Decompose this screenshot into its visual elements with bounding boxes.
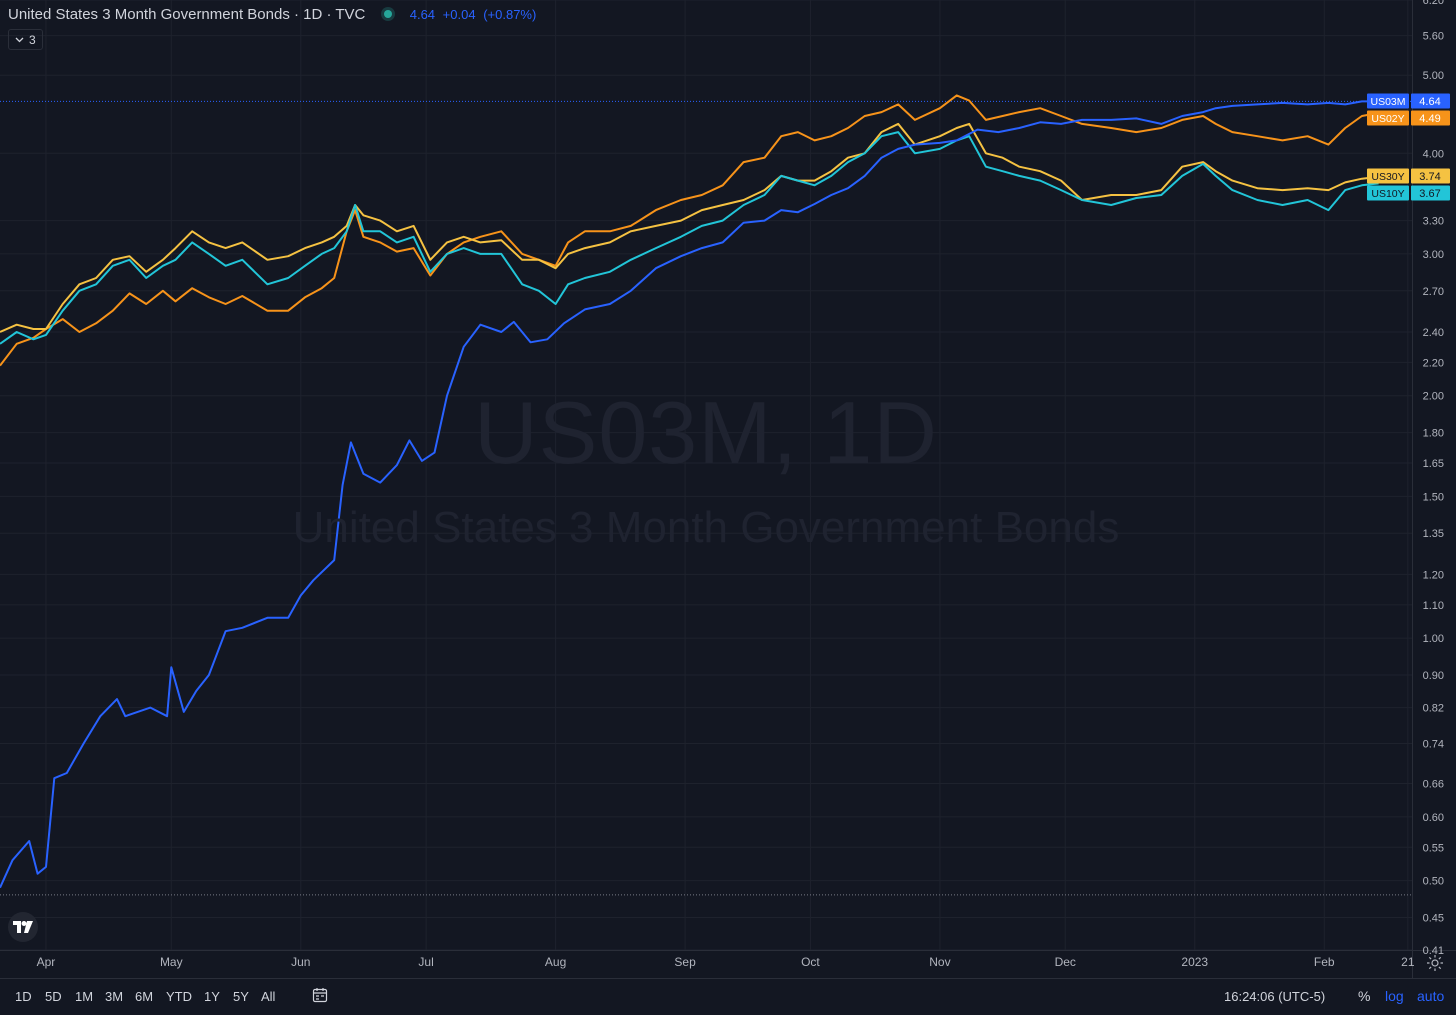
y-tick-label: 0.50 <box>1423 876 1444 888</box>
y-tick-label: 2.20 <box>1423 357 1444 369</box>
auto-scale-toggle[interactable]: auto <box>1417 988 1445 1004</box>
series-value-text: 3.67 <box>1419 188 1440 200</box>
series-name-tag <box>1367 110 1409 126</box>
timeframe-1m[interactable]: 1M <box>75 989 94 1004</box>
timeframe-6m[interactable]: 6M <box>135 989 154 1004</box>
series-name-text: US10Y <box>1371 188 1404 200</box>
timeframe-1y[interactable]: 1Y <box>204 989 220 1004</box>
y-tick-label: 6.20 <box>1423 0 1444 7</box>
timeframe-all[interactable]: All <box>261 989 276 1004</box>
y-tick-label: 1.35 <box>1423 528 1444 540</box>
series-label-us03m: US03M 4.64 <box>1367 93 1450 109</box>
y-tick-label: 1.10 <box>1423 600 1444 612</box>
studies-count: 3 <box>29 32 36 47</box>
x-tick-label: Nov <box>929 955 950 969</box>
market-status-icon <box>383 10 392 18</box>
series-line-us10y <box>0 131 1379 345</box>
series-value-tag <box>1411 93 1450 109</box>
y-tick-label: 0.66 <box>1423 778 1444 790</box>
price-axis: 0.41 0.45 0.50 0.55 0.60 0.66 0.74 0.82 0.90 1.00… <box>1423 0 1444 957</box>
y-tick-label: 1.80 <box>1423 428 1444 440</box>
series-label-us02y: US02Y 4.49 <box>1367 110 1450 126</box>
series-name-text: US30Y <box>1371 171 1404 183</box>
series-value-tag <box>1411 110 1450 126</box>
chart-canvas[interactable]: 0.41 0.45 0.50 0.55 0.60 0.66 0.74 0.82 0.90 1.00… <box>0 0 1456 978</box>
percent-scale-toggle[interactable]: % <box>1358 988 1371 1004</box>
series-value-tag <box>1411 185 1450 201</box>
series-value-text: 4.49 <box>1419 113 1440 125</box>
timeframe-1d[interactable]: 1D <box>15 989 32 1004</box>
last-price: 4.64 <box>409 7 436 22</box>
calendar-range-icon[interactable] <box>312 987 328 1003</box>
bottom-toolbar: 1D 5D 1M 3M 6M YTD 1Y 5Y All 16:24:06 (U… <box>0 978 1456 1015</box>
log-scale-toggle[interactable]: log <box>1385 988 1404 1004</box>
gear-icon[interactable] <box>1426 954 1444 972</box>
reference-lines <box>0 100 1412 896</box>
series-value-tag <box>1411 168 1450 184</box>
series-name-text: US03M <box>1370 96 1405 108</box>
x-tick-label: 21 <box>1401 955 1415 969</box>
x-tick-label: Jul <box>418 955 433 969</box>
series-name-tag <box>1367 93 1409 109</box>
price-change-pct: (+0.87%) <box>483 7 537 22</box>
x-tick-label: Dec <box>1055 955 1076 969</box>
watermark-name: United States 3 Month Government Bonds <box>292 503 1120 552</box>
series-line-us30y <box>0 122 1379 333</box>
series-line-us03m <box>0 100 1379 889</box>
x-tick-label: 2023 <box>1181 955 1208 969</box>
grid <box>0 0 1456 978</box>
series-last-labels: US03M 4.64 US02Y 4.49 US30Y 3.74 US10Y 3.67 <box>1367 93 1450 201</box>
price-change: +0.04 <box>442 7 476 22</box>
series-name-tag <box>1367 185 1409 201</box>
y-tick-label: 1.00 <box>1423 633 1444 645</box>
y-tick-label: 3.00 <box>1423 249 1444 261</box>
series-line-us02y <box>0 94 1379 367</box>
x-tick-label: Feb <box>1314 955 1335 969</box>
y-tick-label: 0.41 <box>1423 945 1444 957</box>
y-tick-label: 3.30 <box>1423 216 1444 228</box>
y-tick-label: 5.00 <box>1423 70 1444 82</box>
x-tick-label: Sep <box>674 955 696 969</box>
timeframe-5d[interactable]: 5D <box>45 989 62 1004</box>
symbol-title[interactable]: United States 3 Month Government Bonds ·… <box>8 6 366 23</box>
x-tick-label: Aug <box>545 955 566 969</box>
y-tick-label: 5.60 <box>1423 31 1444 43</box>
y-tick-label: 2.70 <box>1423 286 1444 298</box>
series-name-text: US02Y <box>1371 113 1404 125</box>
y-tick-label: 1.20 <box>1423 569 1444 581</box>
y-tick-label: 4.00 <box>1423 148 1444 160</box>
clock[interactable]: 16:24:06 (UTC-5) <box>1224 989 1326 1004</box>
y-tick-label: 2.00 <box>1423 391 1444 403</box>
studies-toggle[interactable]: 3 <box>8 29 43 50</box>
series-label-us30y: US30Y 3.74 <box>1367 168 1450 184</box>
time-axis: Apr May Jun Jul Aug Sep Oct Nov Dec 2023 Feb 21 <box>37 955 1415 969</box>
timeframe-5y[interactable]: 5Y <box>233 989 249 1004</box>
series-lines <box>0 94 1382 889</box>
series-value-text: 3.74 <box>1419 171 1440 183</box>
y-tick-label: 0.82 <box>1423 703 1444 715</box>
y-tick-label: 0.74 <box>1423 738 1444 750</box>
y-tick-label: 0.45 <box>1423 912 1444 924</box>
tradingview-logo-icon[interactable] <box>8 912 38 942</box>
x-tick-label: Jun <box>291 955 310 969</box>
chart-legend-header: United States 3 Month Government Bonds ·… <box>8 6 540 23</box>
y-tick-label: 0.55 <box>1423 842 1444 854</box>
chevron-down-icon <box>15 37 24 42</box>
series-label-us10y: US10Y 3.67 <box>1367 185 1450 201</box>
y-tick-label: 0.60 <box>1423 812 1444 824</box>
timeframe-ytd[interactable]: YTD <box>166 989 192 1004</box>
y-tick-label: 2.40 <box>1423 327 1444 339</box>
series-name-tag <box>1367 168 1409 184</box>
y-tick-label: 1.50 <box>1423 491 1444 503</box>
x-tick-label: May <box>160 955 183 969</box>
y-tick-label: 0.90 <box>1423 670 1444 682</box>
x-tick-label: Oct <box>801 955 820 969</box>
series-value-text: 4.64 <box>1419 96 1440 108</box>
x-tick-label: Apr <box>37 955 56 969</box>
timeframe-3m[interactable]: 3M <box>105 989 124 1004</box>
y-tick-label: 1.65 <box>1423 458 1444 470</box>
watermark-symbol: US03M, 1D <box>474 383 938 482</box>
